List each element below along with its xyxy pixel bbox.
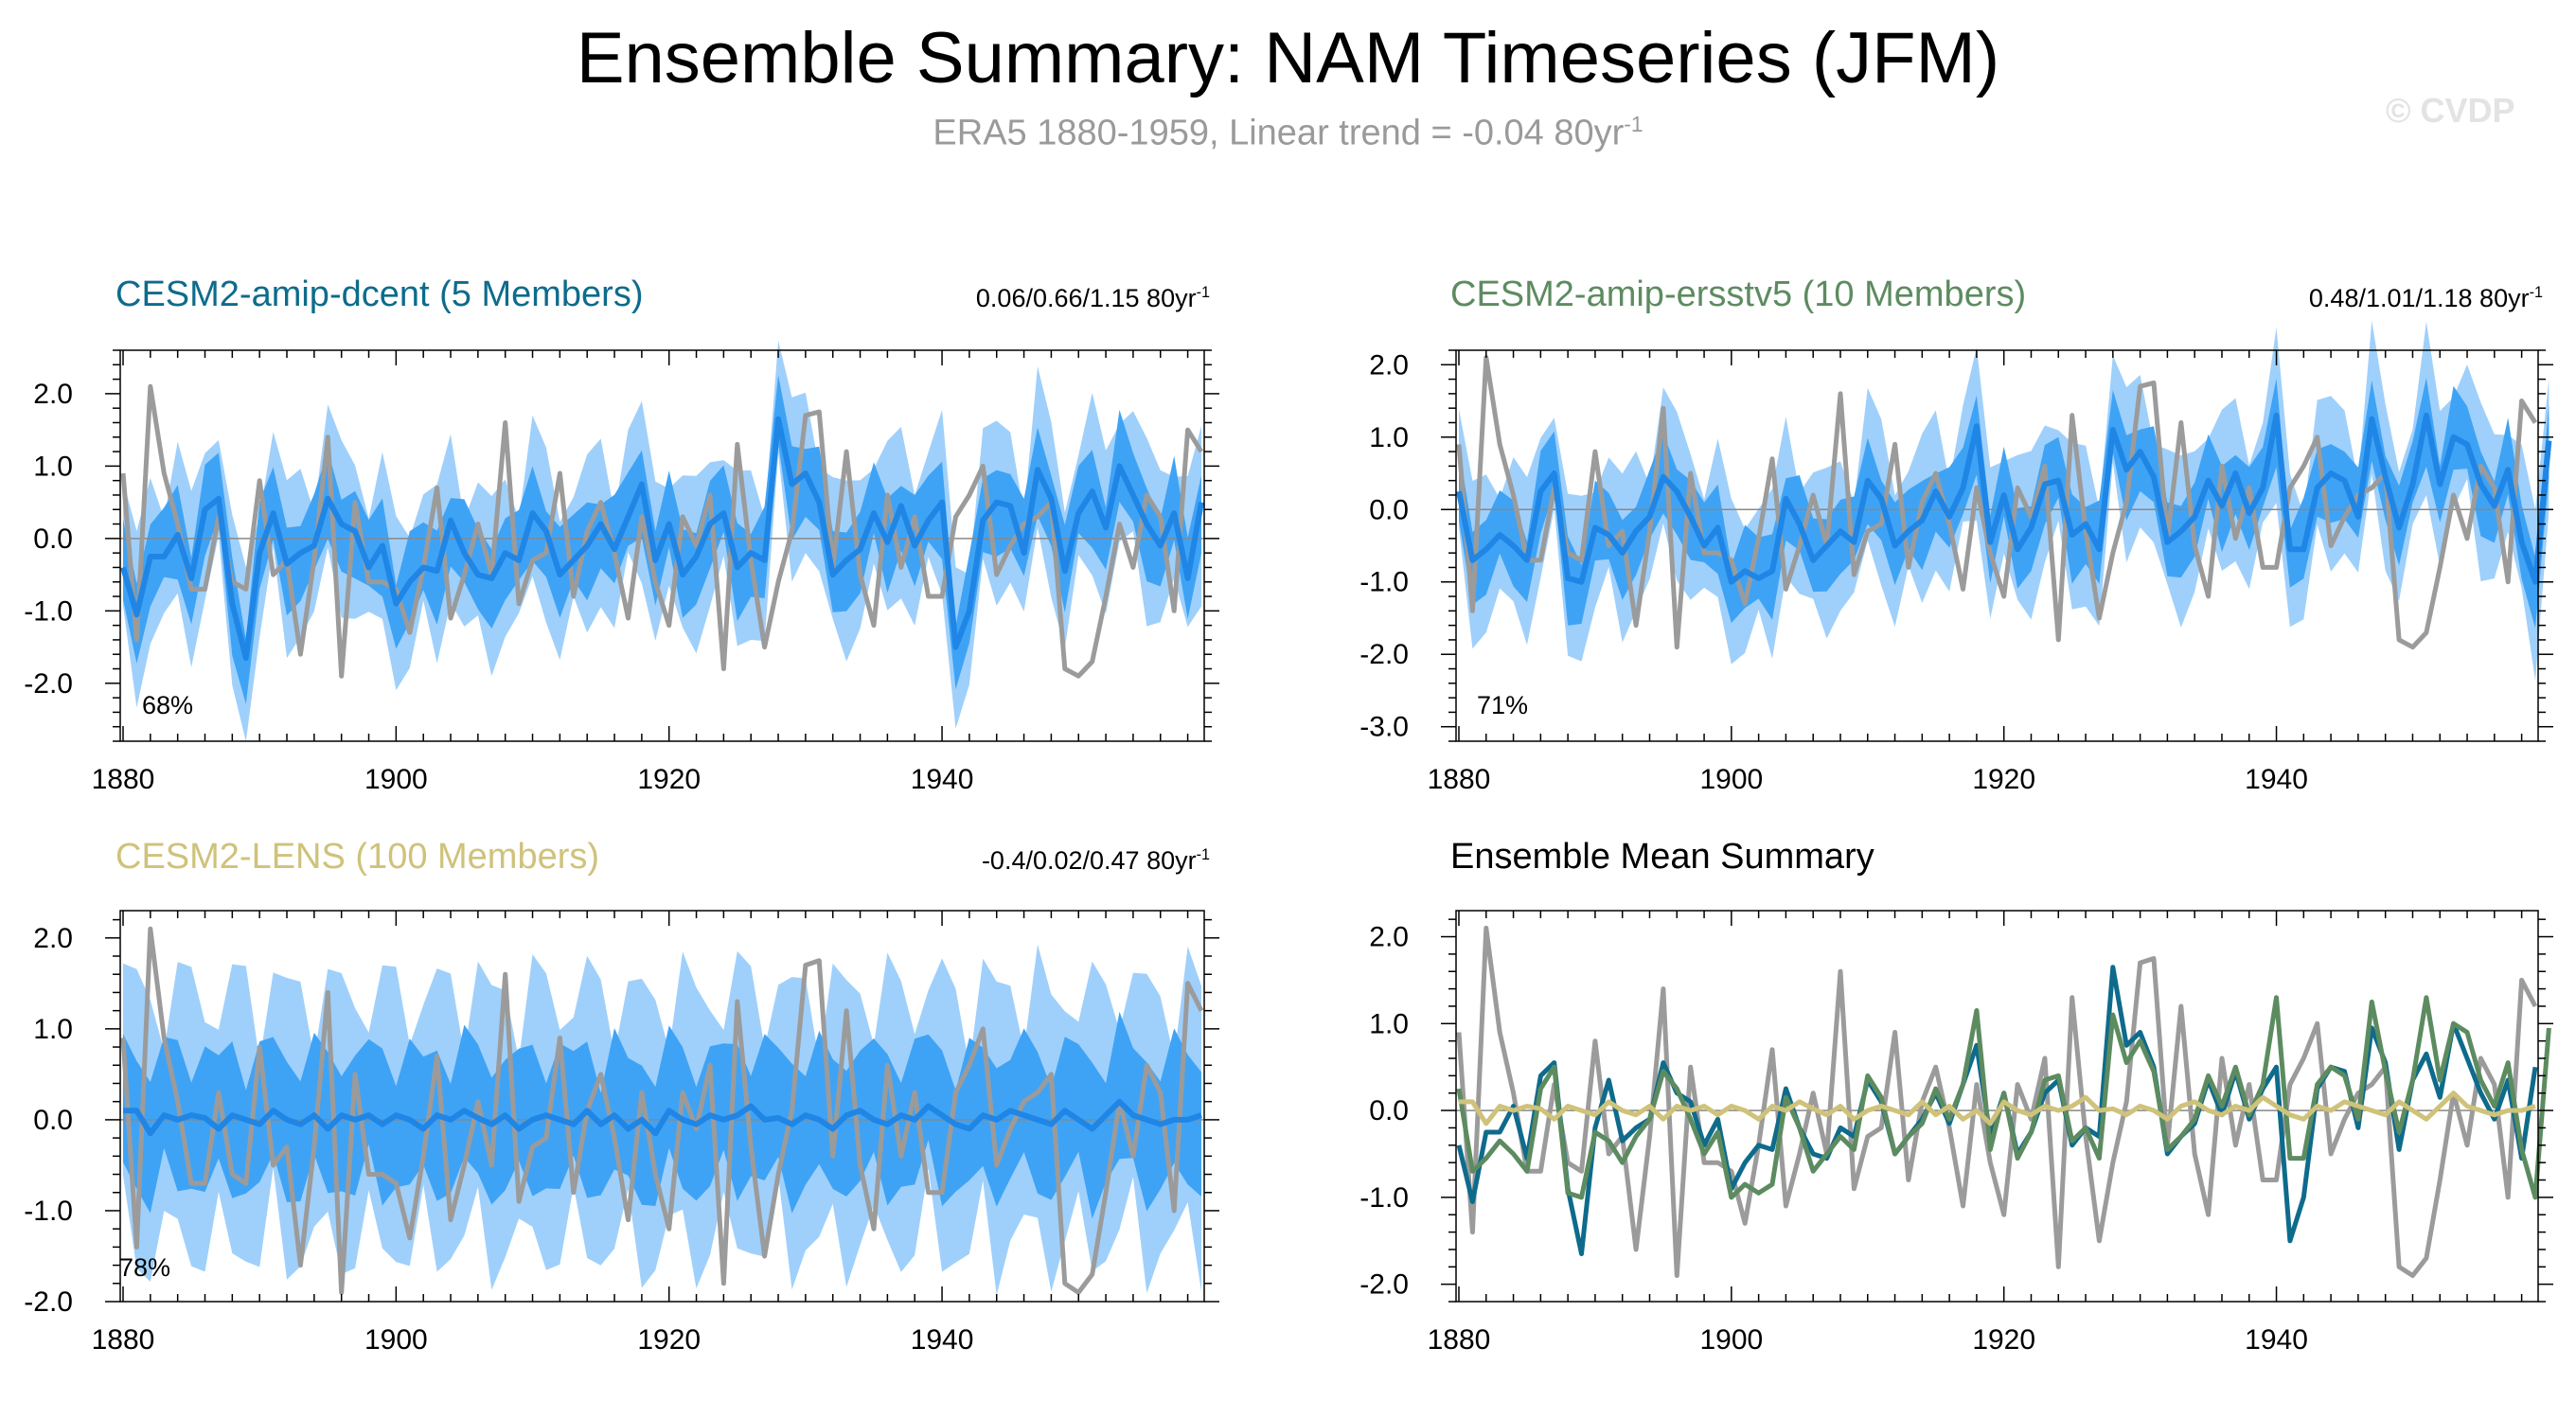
percent-label-lens: 78%: [119, 1253, 171, 1282]
watermark: © CVDP: [2386, 91, 2515, 130]
x-tick-label: 1880: [1428, 764, 1491, 795]
x-tick-label: 1920: [637, 1324, 701, 1356]
y-tick-label: -2.0: [1359, 639, 1409, 670]
y-tick-label: 1.0: [1369, 1008, 1409, 1039]
y-tick-label: 1.0: [33, 1014, 73, 1045]
y-tick-label: 1.0: [33, 451, 73, 482]
ensemble-mean-line-ersstv5: [1456, 995, 2551, 1200]
y-tick-label: 1.0: [1369, 422, 1409, 453]
ensemble-mean-line: [1456, 412, 2552, 585]
obs-series-line: [1456, 925, 2538, 1278]
chart-panel-lens: 1880 1900 1920 1940 2.0 1.0 0.0 -1.0 -2.0: [24, 910, 1219, 1356]
ensemble-mean-line: [120, 416, 1204, 661]
x-tick-label: 1900: [364, 1324, 428, 1356]
x-tick-label: 1920: [637, 764, 701, 795]
ensemble-mean-line: [123, 1098, 1202, 1137]
x-tick-label: 1900: [364, 764, 428, 795]
y-tick-label: 0.0: [1369, 494, 1409, 525]
x-tick-label: 1940: [2245, 764, 2308, 795]
trend-sup-dcent: -1: [1196, 284, 1210, 301]
y-tick-label: -1.0: [1359, 567, 1409, 598]
obs-series-line: [120, 383, 1204, 679]
y-tick-label: -2.0: [24, 1286, 73, 1318]
panel-title-dcent: CESM2-amip-dcent (5 Members): [115, 275, 644, 314]
chart-panel-summary: 1880 1900 1920 1940 2.0 1.0 0.0 -1.0 -2.0: [1359, 910, 2553, 1356]
y-tick-label: 0.0: [33, 1105, 73, 1136]
y-tick-label: -3.0: [1359, 712, 1409, 743]
chart-panel-ersstv5: 1880 1900 1920 1940 2.0 1.0 0.0 -1.0 -2.0 -3.0: [1359, 320, 2553, 795]
percent-label-dcent: 68%: [142, 691, 194, 719]
y-tick-label: 2.0: [33, 379, 73, 410]
trend-text-ersstv5: 0.48/1.01/1.18 80yr: [2308, 284, 2530, 312]
x-tick-label: 1880: [92, 764, 155, 795]
x-tick-label: 1880: [92, 1324, 155, 1356]
spread-band-inner: [123, 1011, 1201, 1219]
plot-frame: [119, 349, 1205, 742]
x-tick-label: 1940: [2245, 1324, 2308, 1356]
plot-frame: [119, 910, 1205, 1303]
subtitle-text: ERA5 1880-1959, Linear trend = -0.04 80y…: [933, 113, 1625, 153]
x-tick-label: 1900: [1699, 764, 1763, 795]
trend-text-lens: -0.4/0.02/0.47 80yr: [981, 846, 1197, 875]
x-tick-label: 1920: [1972, 764, 2035, 795]
trend-label-dcent: 0.06/0.66/1.15 80yr-1: [852, 284, 1210, 313]
x-tick-label: 1940: [911, 764, 974, 795]
x-tick-label: 1920: [1972, 1324, 2035, 1356]
plot-frame: [1455, 910, 2539, 1303]
ensemble-mean-line-lens: [1459, 1091, 2536, 1126]
panel-title-ersstv5: CESM2-amip-ersstv5 (10 Members): [1450, 275, 2027, 314]
x-tick-label: 1940: [911, 1324, 974, 1356]
obs-series-line: [1456, 355, 2538, 650]
page-title: Ensemble Summary: NAM Timeseries (JFM): [576, 18, 2000, 98]
panel-title-lens: CESM2-LENS (100 Members): [115, 837, 600, 877]
y-tick-label: -2.0: [1359, 1269, 1409, 1301]
x-tick-label: 1900: [1699, 1324, 1763, 1356]
trend-text-dcent: 0.06/0.66/1.15 80yr: [975, 284, 1197, 312]
y-tick-label: 2.0: [1369, 922, 1409, 953]
y-tick-label: -2.0: [24, 668, 73, 700]
subtitle-superscript: -1: [1624, 112, 1643, 136]
chart-panel-dcent: 1880 1900 1920 1940 2.0 1.0 0.0 -1.0 -2.0: [24, 340, 1219, 795]
y-tick-label: 0.0: [1369, 1095, 1409, 1126]
panel-title-summary: Ensemble Mean Summary: [1450, 837, 1874, 877]
y-tick-label: -1.0: [24, 1196, 73, 1227]
trend-sup-ersstv5: -1: [2529, 284, 2543, 301]
y-tick-label: 2.0: [1369, 349, 1409, 381]
trend-label-ersstv5: 0.48/1.01/1.18 80yr-1: [2187, 284, 2543, 313]
percent-label-ersstv5: 71%: [1477, 691, 1529, 719]
plot-frame: [1455, 349, 2539, 742]
page-subtitle: ERA5 1880-1959, Linear trend = -0.04 80y…: [0, 112, 2576, 154]
obs-series-line: [120, 926, 1204, 1295]
y-tick-label: 2.0: [33, 923, 73, 954]
y-tick-label: 0.0: [33, 523, 73, 555]
trend-sup-lens: -1: [1196, 846, 1210, 863]
trend-label-lens: -0.4/0.02/0.47 80yr-1: [852, 846, 1210, 876]
y-tick-label: -1.0: [24, 595, 73, 627]
y-tick-label: -1.0: [1359, 1182, 1409, 1214]
x-tick-label: 1880: [1428, 1324, 1491, 1356]
